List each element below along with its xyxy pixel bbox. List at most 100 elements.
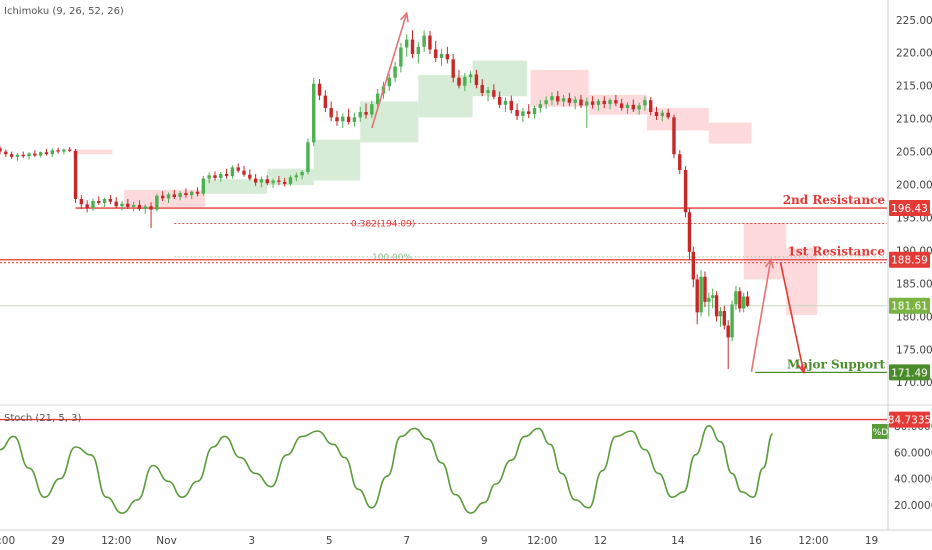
candle-body[interactable] (190, 191, 194, 196)
candle-body[interactable] (358, 112, 362, 118)
candle-body[interactable] (224, 173, 229, 176)
candle-body[interactable] (649, 100, 653, 113)
candle-body[interactable] (714, 295, 719, 317)
candle-body[interactable] (503, 100, 508, 105)
candle-body[interactable] (745, 296, 750, 306)
candle-body[interactable] (15, 154, 20, 157)
stochastic-panel[interactable]: %D (0, 404, 932, 514)
candle-body[interactable] (294, 175, 299, 178)
candle-body[interactable] (178, 193, 182, 198)
candle-body[interactable] (155, 195, 159, 210)
candle-body[interactable] (678, 154, 682, 171)
candle-body[interactable] (184, 193, 188, 196)
candle-body[interactable] (416, 46, 421, 55)
candles[interactable] (0, 30, 750, 370)
candle-body[interactable] (666, 112, 670, 118)
candle-body[interactable] (114, 201, 118, 207)
candle-body[interactable] (195, 191, 200, 194)
candle-body[interactable] (120, 203, 124, 207)
candle-body[interactable] (323, 95, 328, 109)
candle-body[interactable] (277, 180, 281, 182)
candle-body[interactable] (219, 173, 223, 178)
candle-body[interactable] (457, 77, 461, 86)
candle-body[interactable] (38, 152, 43, 156)
candle-body[interactable] (44, 152, 49, 155)
candle-body[interactable] (370, 104, 374, 115)
candle-body[interactable] (21, 154, 25, 157)
candle-body[interactable] (230, 167, 235, 176)
candle-body[interactable] (631, 104, 635, 110)
candle-body[interactable] (341, 116, 345, 122)
candle-body[interactable] (515, 110, 519, 116)
candle-body[interactable] (643, 100, 647, 106)
candle-body[interactable] (27, 153, 31, 157)
candle-body[interactable] (259, 179, 264, 183)
candle-body[interactable] (497, 96, 502, 105)
candle-body[interactable] (672, 117, 676, 155)
candle-body[interactable] (399, 47, 403, 67)
candle-body[interactable] (352, 117, 357, 122)
candle-body[interactable] (683, 170, 688, 213)
candle-body[interactable] (596, 100, 601, 105)
candle-body[interactable] (201, 178, 206, 194)
candle-body[interactable] (346, 116, 351, 122)
candle-body[interactable] (253, 178, 258, 183)
candle-body[interactable] (160, 195, 165, 199)
candle-body[interactable] (137, 204, 142, 209)
candle-body[interactable] (707, 297, 711, 302)
candle-body[interactable] (585, 101, 589, 106)
candle-body[interactable] (108, 199, 113, 202)
candle-body[interactable] (73, 150, 78, 200)
candle-body[interactable] (654, 112, 659, 116)
candle-body[interactable] (85, 204, 89, 209)
candle-body[interactable] (619, 103, 624, 109)
candle-body[interactable] (288, 177, 293, 184)
candle-body[interactable] (625, 104, 630, 109)
candle-body[interactable] (687, 212, 692, 252)
candle-body[interactable] (590, 101, 595, 105)
candle-body[interactable] (567, 98, 572, 103)
candle-body[interactable] (695, 279, 699, 313)
candle-body[interactable] (312, 83, 316, 143)
candle-body[interactable] (4, 151, 8, 155)
candle-body[interactable] (691, 251, 696, 280)
candle-body[interactable] (131, 204, 136, 207)
candle-body[interactable] (282, 181, 287, 184)
candle-body[interactable] (422, 35, 426, 47)
candle-body[interactable] (56, 150, 60, 152)
candle-body[interactable] (102, 199, 107, 203)
candle-body[interactable] (556, 96, 560, 102)
candle-body[interactable] (722, 311, 727, 326)
candle-body[interactable] (527, 111, 531, 115)
candle-body[interactable] (538, 104, 543, 109)
candle-body[interactable] (335, 117, 339, 122)
candle-body[interactable] (248, 174, 252, 179)
candle-body[interactable] (734, 291, 738, 305)
candle-body[interactable] (242, 170, 246, 175)
candle-body[interactable] (614, 100, 618, 104)
candle-body[interactable] (126, 203, 130, 207)
candle-body[interactable] (439, 54, 444, 58)
candle-body[interactable] (265, 179, 269, 184)
candle-body[interactable] (434, 49, 438, 58)
candle-body[interactable] (62, 149, 66, 152)
candle-body[interactable] (207, 175, 211, 179)
candle-body[interactable] (143, 206, 147, 209)
candle-body[interactable] (726, 325, 730, 338)
candle-body[interactable] (213, 175, 217, 178)
candle-body[interactable] (68, 149, 72, 151)
candle-body[interactable] (509, 100, 513, 111)
candle-body[interactable] (573, 99, 577, 103)
candle-body[interactable] (480, 85, 484, 93)
candle-body[interactable] (492, 90, 496, 97)
candle-body[interactable] (521, 111, 525, 116)
candle-body[interactable] (474, 74, 479, 86)
candle-body[interactable] (364, 112, 368, 115)
candle-body[interactable] (699, 276, 703, 313)
candle-body[interactable] (445, 54, 450, 60)
stoch-line[interactable] (0, 425, 774, 514)
candle-body[interactable] (741, 296, 746, 309)
candle-body[interactable] (0, 148, 2, 152)
candle-body[interactable] (405, 39, 409, 48)
